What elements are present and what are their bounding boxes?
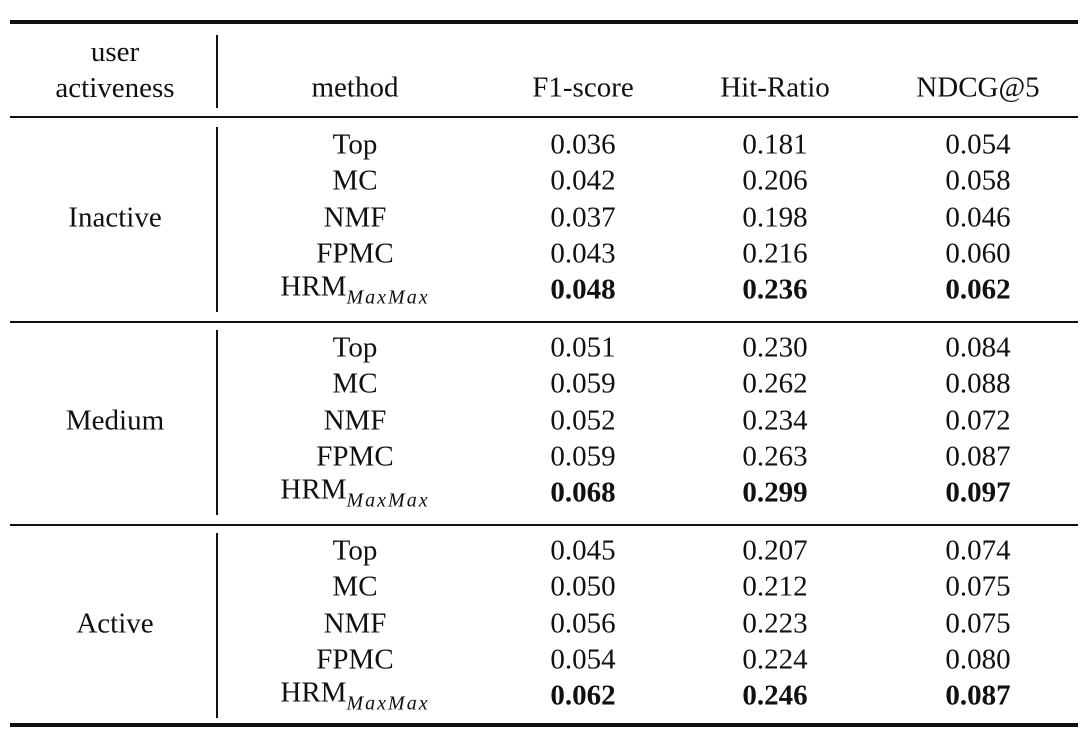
value-cell: 0.060 [945, 237, 1011, 270]
value-cell: 0.037 [550, 201, 616, 234]
value-cell: 0.224 [742, 643, 808, 676]
method-cell: NMF [324, 406, 387, 435]
method-name: NMF [323, 607, 387, 640]
value-cell: 0.050 [550, 570, 616, 603]
value-cell: 0.054 [945, 128, 1011, 161]
method-name: Top [332, 128, 378, 161]
header-cell: NDCG@5 [916, 71, 1040, 104]
value-cell: 0.051 [550, 331, 616, 364]
value-cell: 0.236 [742, 273, 808, 306]
method-cell: MC [332, 570, 378, 603]
value-cell: 0.088 [945, 367, 1011, 400]
method-subscript: MaxMax [346, 286, 430, 309]
value-cell: 0.059 [550, 367, 616, 400]
value-cell: 0.042 [550, 164, 616, 197]
group-rule [10, 321, 1078, 323]
method-cell: HRMMaxMax [280, 473, 430, 512]
method-cell: Top [332, 128, 378, 161]
method-name: FPMC [316, 440, 394, 473]
group-label: Inactive [68, 201, 162, 234]
value-cell: 0.059 [550, 440, 616, 473]
value-cell: 0.263 [742, 440, 808, 473]
value-cell: 0.206 [742, 164, 808, 197]
value-cell: 0.080 [945, 643, 1011, 676]
value-cell: 0.084 [945, 331, 1011, 364]
header-cell: F1-score [532, 71, 634, 104]
method-name: Top [332, 534, 378, 567]
method-name: HRM [280, 676, 347, 709]
group-divider [216, 533, 218, 719]
method-cell: Top [332, 331, 378, 364]
value-cell: 0.052 [550, 404, 616, 437]
method-name: FPMC [316, 237, 394, 270]
value-cell: 0.062 [945, 273, 1011, 306]
method-cell: Top [332, 534, 378, 567]
method-cell: MC [332, 164, 378, 197]
header-divider [216, 35, 218, 108]
method-name: MC [332, 164, 378, 197]
method-name: MC [332, 570, 378, 603]
value-cell: 0.216 [742, 237, 808, 270]
group-rule [10, 524, 1078, 526]
method-name: HRM [280, 473, 347, 506]
method-name: FPMC [316, 643, 394, 676]
value-cell: 0.262 [742, 367, 808, 400]
method-cell: FPMC [316, 442, 393, 471]
group-label: Active [76, 607, 154, 640]
method-cell: FPMC [316, 239, 393, 268]
value-cell: 0.056 [550, 607, 616, 640]
value-cell: 0.068 [550, 476, 616, 509]
group-label: Medium [65, 404, 165, 437]
header-rule [10, 116, 1078, 118]
value-cell: 0.074 [945, 534, 1011, 567]
value-cell: 0.072 [945, 404, 1011, 437]
value-cell: 0.058 [945, 164, 1011, 197]
value-cell: 0.181 [742, 128, 808, 161]
method-name: NMF [323, 201, 387, 234]
method-subscript: MaxMax [346, 489, 430, 512]
method-name: NMF [323, 404, 387, 437]
value-cell: 0.198 [742, 201, 808, 234]
bottom-rule [10, 723, 1078, 727]
method-name: Top [332, 331, 378, 364]
method-cell: FPMC [316, 645, 393, 674]
method-cell: HRMMaxMax [280, 676, 430, 715]
method-cell: HRMMaxMax [280, 270, 430, 309]
header-cell: Hit-Ratio [720, 71, 830, 104]
value-cell: 0.075 [945, 570, 1011, 603]
method-name: MC [332, 367, 378, 400]
value-cell: 0.207 [742, 534, 808, 567]
value-cell: 0.054 [550, 643, 616, 676]
value-cell: 0.223 [742, 607, 808, 640]
method-cell: MC [332, 367, 378, 400]
value-cell: 0.087 [945, 440, 1011, 473]
value-cell: 0.246 [742, 679, 808, 712]
value-cell: 0.230 [742, 331, 808, 364]
top-rule [10, 20, 1078, 24]
value-cell: 0.046 [945, 201, 1011, 234]
value-cell: 0.212 [742, 570, 808, 603]
value-cell: 0.234 [742, 404, 808, 437]
value-cell: 0.036 [550, 128, 616, 161]
method-cell: NMF [324, 609, 387, 638]
method-cell: NMF [324, 203, 387, 232]
value-cell: 0.045 [550, 534, 616, 567]
value-cell: 0.097 [945, 476, 1011, 509]
method-name: HRM [280, 270, 347, 303]
method-subscript: MaxMax [346, 692, 430, 715]
value-cell: 0.087 [945, 679, 1011, 712]
value-cell: 0.075 [945, 607, 1011, 640]
header-cell: method [311, 71, 399, 104]
group-divider [216, 330, 218, 516]
value-cell: 0.043 [550, 237, 616, 270]
value-cell: 0.062 [550, 679, 616, 712]
value-cell: 0.048 [550, 273, 616, 306]
header-cell: user activeness [55, 36, 175, 104]
group-divider [216, 127, 218, 313]
value-cell: 0.299 [742, 476, 808, 509]
